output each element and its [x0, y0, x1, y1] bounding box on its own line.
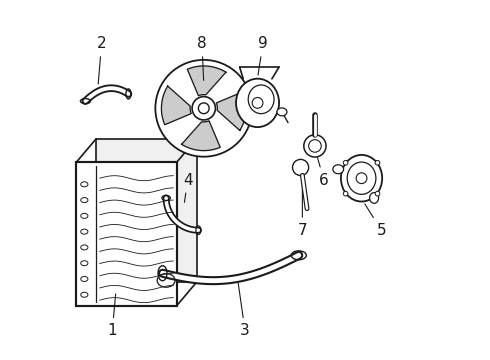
Ellipse shape — [304, 135, 326, 157]
Ellipse shape — [375, 191, 380, 196]
Ellipse shape — [192, 96, 216, 120]
Text: 7: 7 — [297, 183, 307, 238]
Text: 3: 3 — [238, 283, 250, 338]
Ellipse shape — [343, 191, 348, 196]
Ellipse shape — [277, 108, 287, 116]
Polygon shape — [161, 86, 191, 125]
Ellipse shape — [343, 161, 348, 165]
Polygon shape — [182, 121, 220, 150]
Ellipse shape — [236, 79, 279, 127]
Bar — [96, 139, 196, 282]
Text: 1: 1 — [107, 294, 117, 338]
Ellipse shape — [155, 60, 252, 157]
Text: 9: 9 — [258, 36, 268, 75]
Polygon shape — [216, 92, 246, 130]
Bar — [76, 162, 177, 306]
Text: 5: 5 — [365, 204, 386, 238]
Ellipse shape — [375, 161, 380, 165]
Ellipse shape — [341, 155, 382, 202]
Polygon shape — [187, 66, 226, 96]
Text: 4: 4 — [183, 172, 193, 202]
Text: 2: 2 — [97, 36, 106, 84]
Text: 6: 6 — [318, 158, 329, 188]
Ellipse shape — [333, 165, 343, 174]
Text: 8: 8 — [197, 36, 207, 80]
Ellipse shape — [293, 159, 309, 176]
Ellipse shape — [369, 193, 379, 203]
